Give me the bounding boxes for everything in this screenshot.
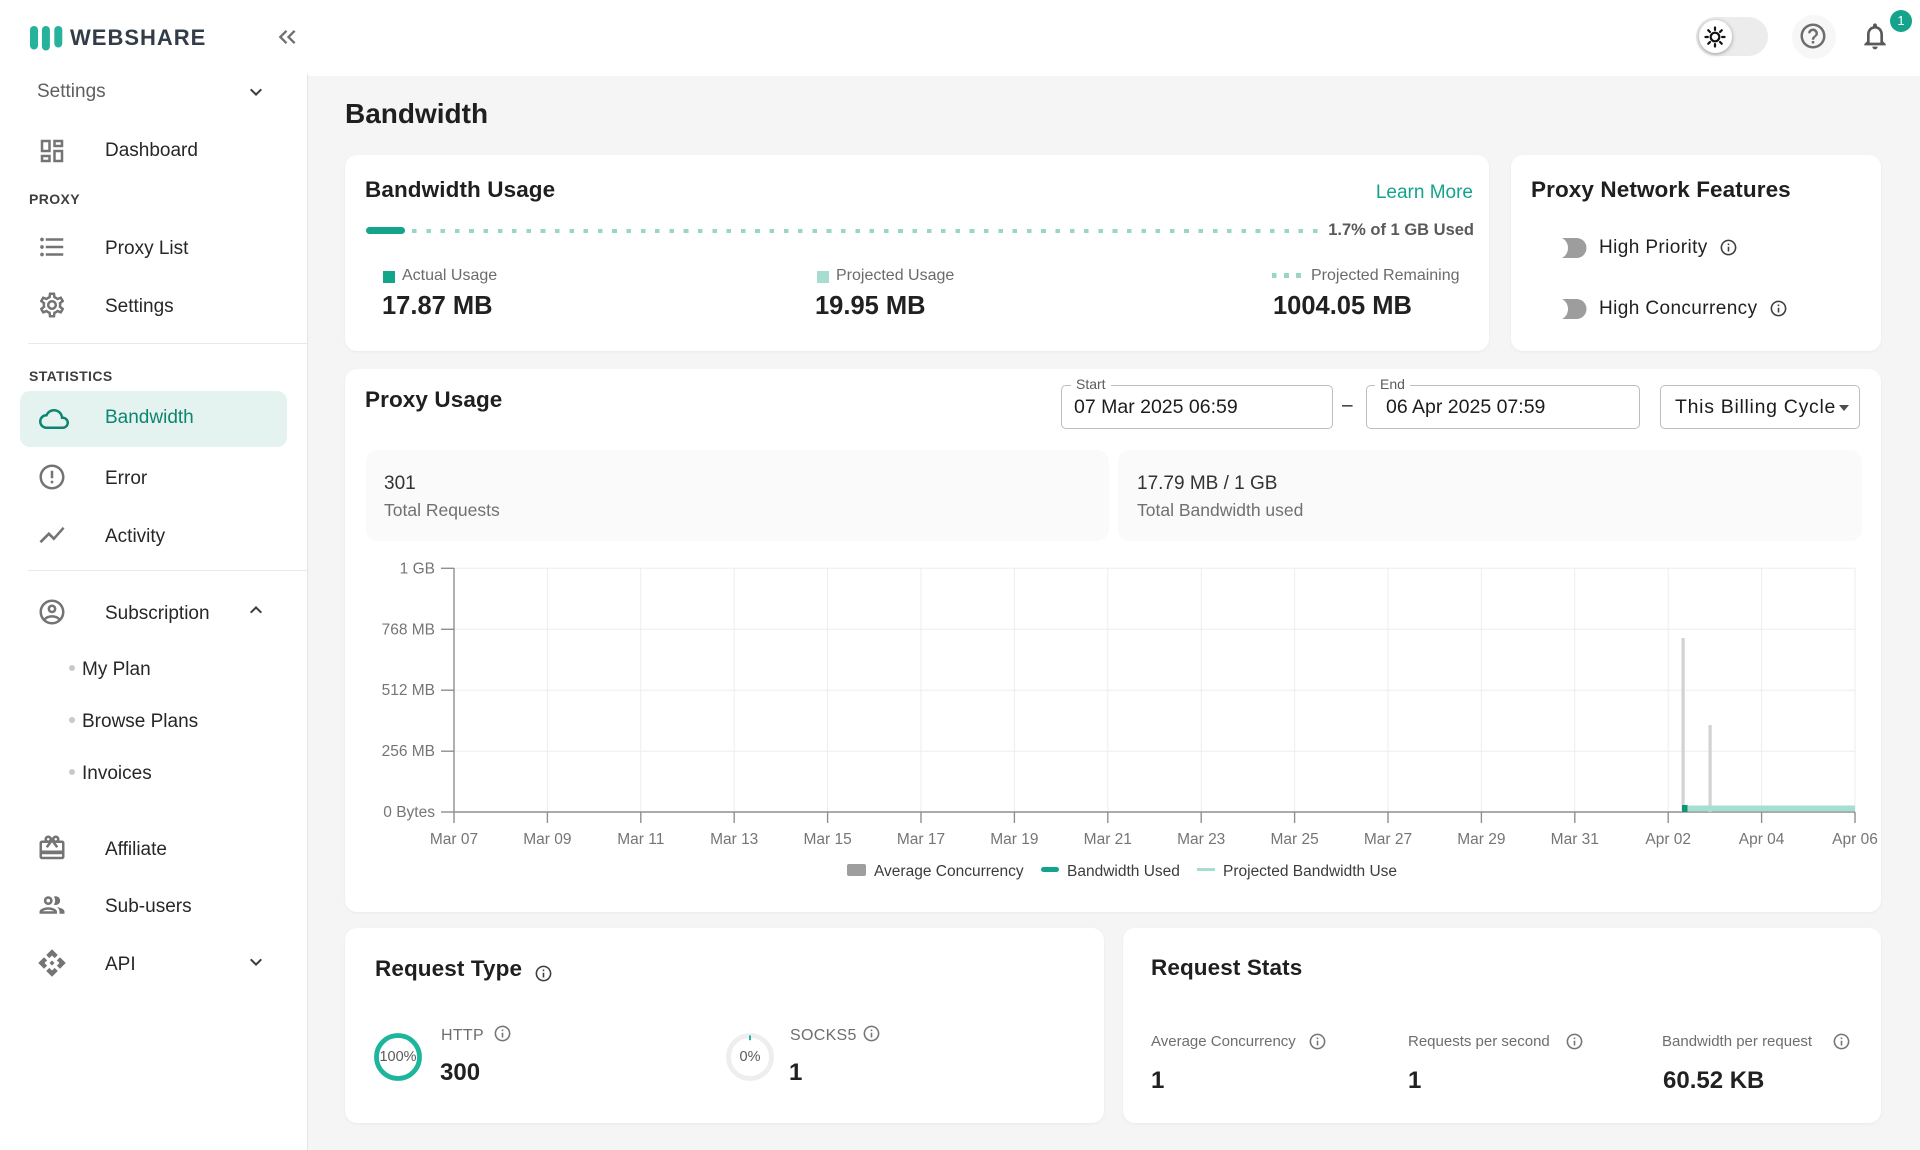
svg-text:1 GB: 1 GB (400, 560, 435, 577)
svg-text:256 MB: 256 MB (382, 743, 435, 760)
svg-text:512 MB: 512 MB (382, 682, 435, 699)
svg-text:Mar 29: Mar 29 (1457, 831, 1505, 848)
svg-text:Mar 13: Mar 13 (710, 831, 758, 848)
svg-text:Apr 06: Apr 06 (1832, 831, 1878, 848)
svg-text:Mar 27: Mar 27 (1364, 831, 1412, 848)
svg-text:0 Bytes: 0 Bytes (383, 804, 435, 821)
svg-text:Mar 25: Mar 25 (1270, 831, 1318, 848)
svg-text:Mar 17: Mar 17 (897, 831, 945, 848)
svg-text:Mar 11: Mar 11 (617, 831, 664, 848)
svg-text:Mar 19: Mar 19 (990, 831, 1038, 848)
svg-text:Mar 31: Mar 31 (1551, 831, 1599, 848)
svg-text:Apr 02: Apr 02 (1645, 831, 1691, 848)
svg-text:Mar 15: Mar 15 (803, 831, 851, 848)
svg-text:Mar 21: Mar 21 (1084, 831, 1132, 848)
svg-text:Mar 07: Mar 07 (430, 831, 478, 848)
svg-text:Mar 23: Mar 23 (1177, 831, 1225, 848)
svg-text:Mar 09: Mar 09 (523, 831, 571, 848)
svg-text:768 MB: 768 MB (382, 621, 435, 638)
svg-text:Apr 04: Apr 04 (1739, 831, 1785, 848)
